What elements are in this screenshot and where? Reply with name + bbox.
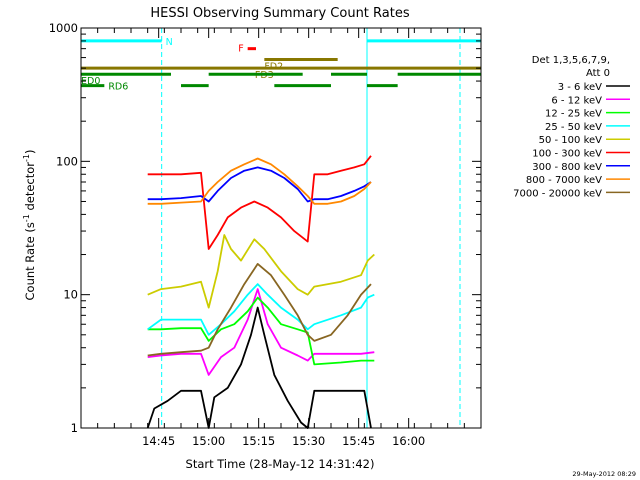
flag-label: F <box>238 44 243 55</box>
legend-detectors: Det 1,3,5,6,7,9, <box>532 55 610 66</box>
series-line <box>146 306 372 429</box>
legend: Det 1,3,5,6,7,9, Att 0 3 - 6 keV 6 - 12 k… <box>513 55 630 199</box>
x-tick-label: 15:45 <box>342 434 375 448</box>
series-line <box>147 157 372 205</box>
x-tick-label: 16:00 <box>392 434 425 448</box>
x-tick-label: 14:45 <box>142 434 175 448</box>
plot-axes <box>80 27 482 429</box>
footer-date: 29-May-2012 08:29 <box>572 470 636 478</box>
flag-label: N <box>166 37 173 48</box>
legend-label: 3 - 6 keV <box>558 82 602 93</box>
y-tick-label: 1 <box>71 421 78 435</box>
series-line <box>147 166 372 203</box>
vertical-marker-lines <box>80 28 461 428</box>
observing-flag-bars: NFFD2FD3ED0RD6 <box>81 37 481 93</box>
plot-frame <box>80 27 482 429</box>
legend-label: 300 - 800 keV <box>532 162 602 173</box>
data-series-lines <box>146 155 375 429</box>
y-tick-label: 10 <box>63 288 78 302</box>
x-axis-label: Start Time (28-May-12 14:31:42) <box>186 457 375 471</box>
y-tick-marks: 1 10 100 1000 <box>49 21 481 435</box>
flag-label: RD6 <box>108 82 128 93</box>
chart-title: HESSI Observing Summary Count Rates <box>150 6 409 21</box>
legend-items: 3 - 6 keV 6 - 12 keV 12 - 25 keV 25 - 50 ke… <box>513 82 630 199</box>
legend-attenuator: Att 0 <box>586 68 610 79</box>
series-line <box>147 155 372 250</box>
legend-label: 7000 - 20000 keV <box>513 188 602 199</box>
flag-label: ED0 <box>81 76 100 87</box>
y-axis-label: Count Rate (s-1 detector-1) <box>22 150 37 301</box>
series-line <box>147 283 375 336</box>
legend-label: 25 - 50 keV <box>545 122 602 133</box>
y-tick-label: 1000 <box>49 21 78 35</box>
y-tick-label: 100 <box>56 154 78 168</box>
legend-label: 100 - 300 keV <box>532 149 602 160</box>
x-tick-marks: 14:45 15:00 15:15 15:30 15:45 16:00 <box>80 28 482 448</box>
x-tick-label: 15:15 <box>242 434 275 448</box>
series-line <box>147 296 375 366</box>
legend-label: 800 - 7000 keV <box>526 175 602 186</box>
series-line <box>147 288 375 376</box>
series-line <box>147 234 375 309</box>
x-tick-label: 15:30 <box>292 434 325 448</box>
legend-label: 12 - 25 keV <box>545 109 602 120</box>
x-tick-label: 15:00 <box>192 434 225 448</box>
series-line <box>147 263 372 357</box>
legend-label: 6 - 12 keV <box>551 95 602 106</box>
legend-label: 50 - 100 keV <box>539 135 603 146</box>
